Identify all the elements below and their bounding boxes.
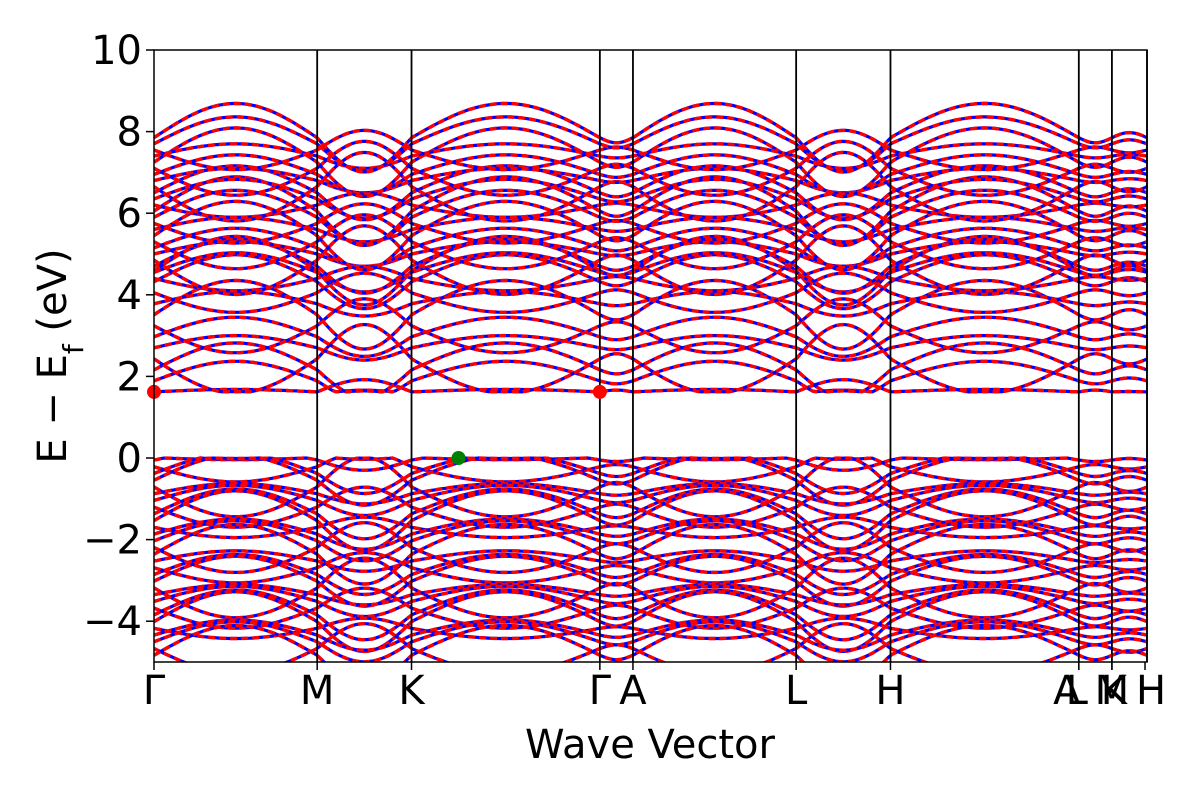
band-47-spin-down — [154, 226, 1147, 270]
band-6-spin-down — [154, 483, 1147, 518]
x-tick-label: A — [619, 668, 647, 714]
band-43-spin-down — [154, 251, 1147, 294]
band-0-spin-down — [154, 456, 1147, 472]
band-53-spin-down — [154, 175, 1147, 248]
band-57-spin-down — [154, 150, 1147, 223]
band-45-spin-down — [154, 224, 1147, 297]
y-tick-label: 4 — [117, 273, 142, 319]
x-tick-label: Γ — [589, 668, 612, 714]
band-37-spin-down — [154, 278, 1147, 351]
band-62-spin-down — [154, 142, 1147, 170]
x-tick-label: L — [785, 668, 808, 714]
band-55-spin-down — [154, 177, 1147, 221]
x-tick-label: M — [1095, 668, 1130, 714]
band-lines — [154, 101, 1147, 662]
band-35-spin-down — [154, 315, 1147, 359]
band-13-spin-down — [154, 520, 1147, 575]
band-34-spin-up — [154, 334, 1147, 362]
band-64-spin-down — [154, 115, 1147, 173]
x-axis-label: Wave Vector — [525, 722, 776, 768]
band-36-spin-down — [154, 297, 1147, 355]
band-edge-marker-2 — [451, 451, 466, 465]
band-11-spin-down — [154, 517, 1147, 551]
band-12-spin-down — [154, 519, 1147, 563]
band-41-spin-down — [154, 234, 1147, 307]
y-axis-ticks: −4 −2 0 2 4 6 8 10 — [83, 28, 154, 645]
band-10-spin-down — [154, 515, 1147, 540]
band-20-spin-down — [154, 582, 1147, 607]
band-31-spin-down — [154, 359, 1147, 394]
band-22-spin-down — [154, 586, 1147, 630]
band-7-spin-down — [154, 485, 1147, 529]
band-44-spin-down — [154, 237, 1147, 295]
band-65-spin-down — [154, 101, 1147, 174]
band-63-spin-down — [154, 128, 1147, 172]
y-tick-label: −2 — [83, 518, 142, 564]
band-56-spin-down — [154, 164, 1147, 222]
band-49-spin-down — [154, 199, 1147, 272]
band-33-spin-up — [154, 322, 1147, 394]
band-40-spin-down — [154, 253, 1147, 311]
y-tick-label: −4 — [83, 599, 142, 645]
band-8-spin-down — [154, 487, 1147, 541]
band-3-spin-down — [154, 456, 1147, 507]
band-51-spin-down — [154, 202, 1147, 245]
y-tick-label: 10 — [91, 28, 142, 74]
band-17-spin-down — [154, 552, 1147, 597]
band-32-spin-down — [154, 341, 1147, 394]
x-tick-label: L — [1066, 668, 1089, 714]
band-24-spin-down — [154, 590, 1147, 654]
band-14-spin-down — [154, 522, 1147, 586]
band-30-spin-down — [154, 378, 1147, 394]
band-edge-markers — [147, 384, 607, 465]
band-23-spin-down — [154, 588, 1147, 642]
band-29-spin-down — [154, 623, 1147, 662]
band-27-spin-down — [154, 620, 1147, 662]
band-15-spin-down — [154, 549, 1147, 573]
x-tick-label: K — [1101, 668, 1129, 714]
x-tick-label: K — [398, 668, 426, 714]
band-5-spin-down — [154, 481, 1147, 506]
x-tick-label: H — [875, 668, 905, 714]
band-21-spin-down — [154, 584, 1147, 619]
y-axis-label: E − Ef (eV) — [30, 248, 90, 463]
y-tick-label: 2 — [117, 354, 142, 400]
band-26-spin-down — [154, 618, 1147, 652]
x-axis-ticks: Γ M K Γ A L H AL MK H — [143, 662, 1166, 714]
band-edge-marker-1 — [592, 384, 607, 399]
x-tick-label: M — [300, 668, 335, 714]
y-tick-label: 0 — [117, 436, 142, 482]
band-9-spin-down — [154, 489, 1147, 553]
band-18-spin-down — [154, 554, 1147, 608]
x-tick-label: H — [1136, 668, 1166, 714]
band-52-spin-down — [154, 188, 1147, 246]
x-tick-label: Γ — [143, 668, 166, 714]
band-25-spin-down — [154, 616, 1147, 641]
band-59-spin-down — [154, 153, 1147, 196]
band-39-spin-down — [154, 271, 1147, 314]
band-34-spin-down — [154, 333, 1147, 362]
x-tick-label: A — [1053, 668, 1081, 714]
band-42-spin-down — [154, 264, 1147, 293]
y-tick-label: 8 — [117, 110, 142, 156]
band-28-spin-down — [154, 622, 1147, 662]
plot-frame — [153, 49, 1148, 663]
band-61-spin-down — [154, 126, 1147, 199]
band-54-spin-down — [154, 191, 1147, 219]
band-1-spin-up — [154, 456, 1147, 484]
y-tick-label: 6 — [117, 191, 142, 237]
